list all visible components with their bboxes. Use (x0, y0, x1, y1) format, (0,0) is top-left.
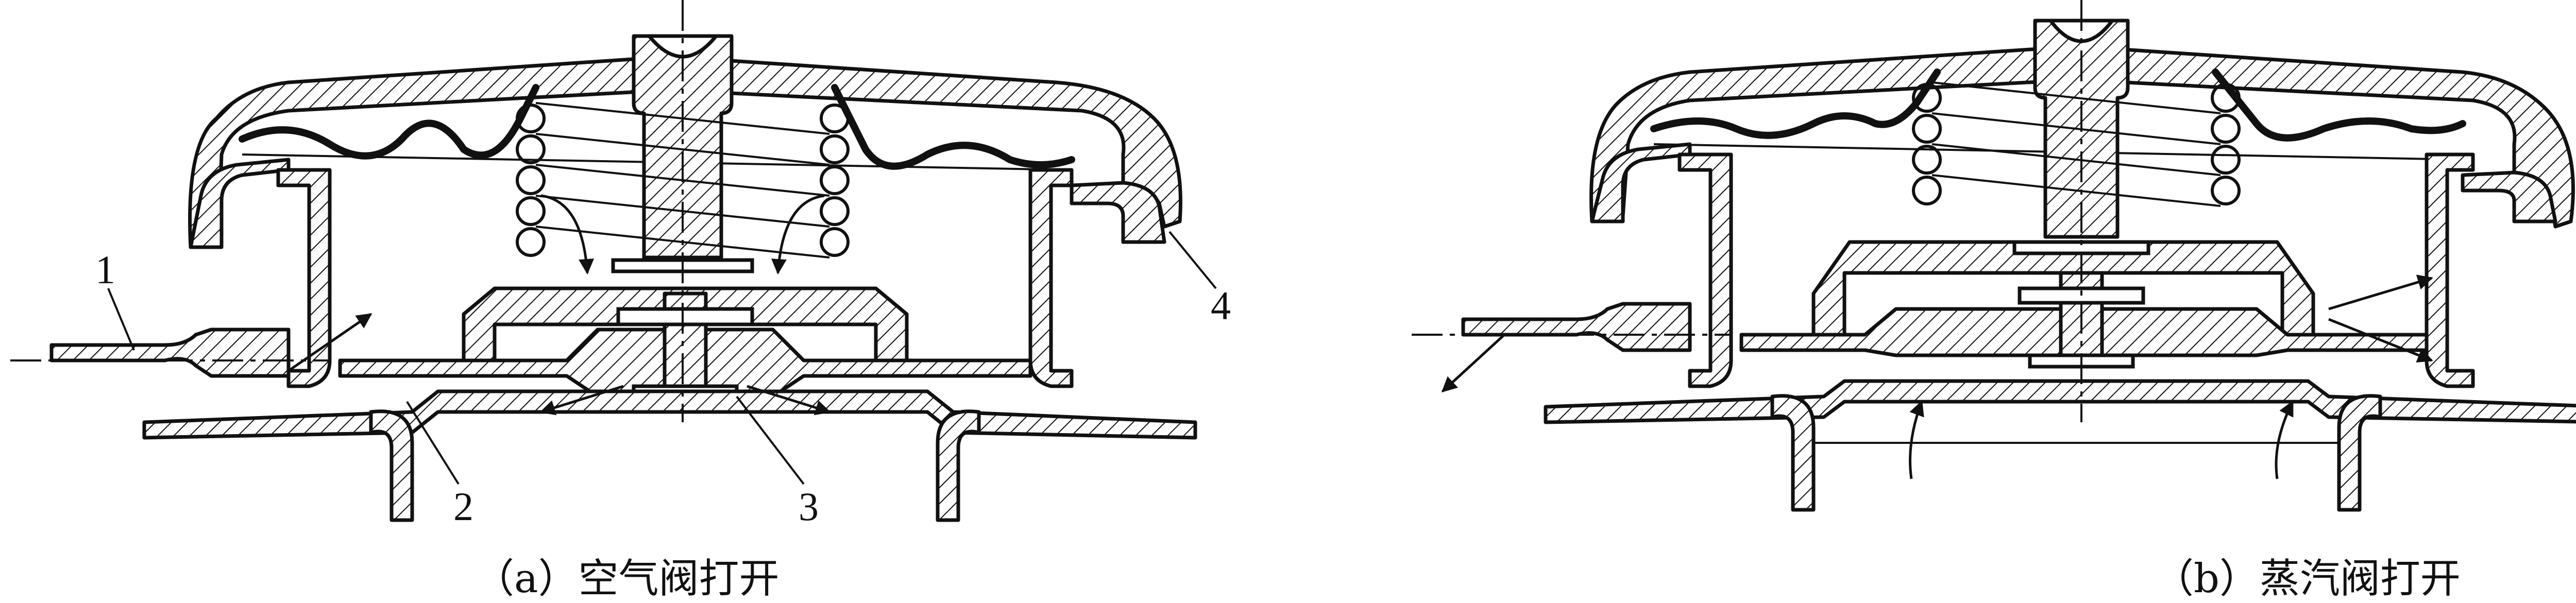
leader-4 (1168, 231, 1217, 289)
cap-lip-right (1070, 181, 1166, 244)
leader-2 (406, 401, 460, 485)
stem-groove (645, 34, 720, 59)
flow-arrow-outlet (1441, 334, 1505, 393)
spring-helix (1931, 81, 2221, 207)
flow-arrow-outlet (287, 313, 372, 372)
part-label-2: 2 (453, 484, 473, 529)
flow-arrow-up-right (2275, 400, 2294, 479)
valve-stem (632, 34, 734, 260)
flow-arrow-left-down (540, 194, 595, 274)
cap-shell (1589, 44, 2575, 229)
overflow-tube (49, 328, 291, 378)
part-label-3: 3 (799, 484, 819, 529)
mount-tab-right (936, 409, 981, 522)
coil-spring-left (1912, 83, 1942, 205)
neck-wall-right (1028, 168, 1074, 388)
diagram-a-air-valve-open: 1 2 3 4 （a）空气阀打开 (10, 0, 1231, 602)
part-label-4: 4 (1211, 283, 1231, 328)
caption-b: （b）蒸汽阀打开 (2154, 556, 2461, 602)
coil-spring-right (820, 104, 850, 257)
flow-arrow-steam-out (2328, 274, 2433, 311)
leader-1 (107, 288, 135, 351)
overflow-tube (1461, 302, 1692, 352)
diagram-b-steam-valve-open: （b）蒸汽阀打开 (1412, 0, 2576, 602)
coil-spring-right (2211, 83, 2241, 205)
filler-neck-base (142, 389, 1197, 440)
mount-tab-left (369, 409, 414, 522)
cap-lip-right (2461, 170, 2557, 223)
valve-nut (2018, 286, 2145, 305)
spring-diaphragm (1650, 68, 2466, 142)
flow-arrow-steam-out-2 (2328, 318, 2433, 363)
flow-arrow-up-left (1909, 400, 1924, 479)
neck-wall-left (1677, 152, 1733, 388)
part-label-1: 1 (95, 247, 115, 292)
flow-arrow-right-down (771, 194, 825, 274)
coil-spring-left (516, 104, 546, 257)
mount-tab-left (1770, 394, 1816, 512)
valve-nut (616, 307, 754, 326)
caption-a: （a）空气阀打开 (474, 556, 779, 602)
mount-tab-right (2337, 394, 2382, 512)
flow-arrow-disc-left (539, 385, 624, 416)
cap-lip-left (189, 158, 291, 249)
flow-arrow-disc-right (747, 385, 831, 416)
spring-diaphragm (239, 84, 1075, 170)
cap-shell (188, 55, 1182, 249)
leader-3 (736, 395, 805, 485)
